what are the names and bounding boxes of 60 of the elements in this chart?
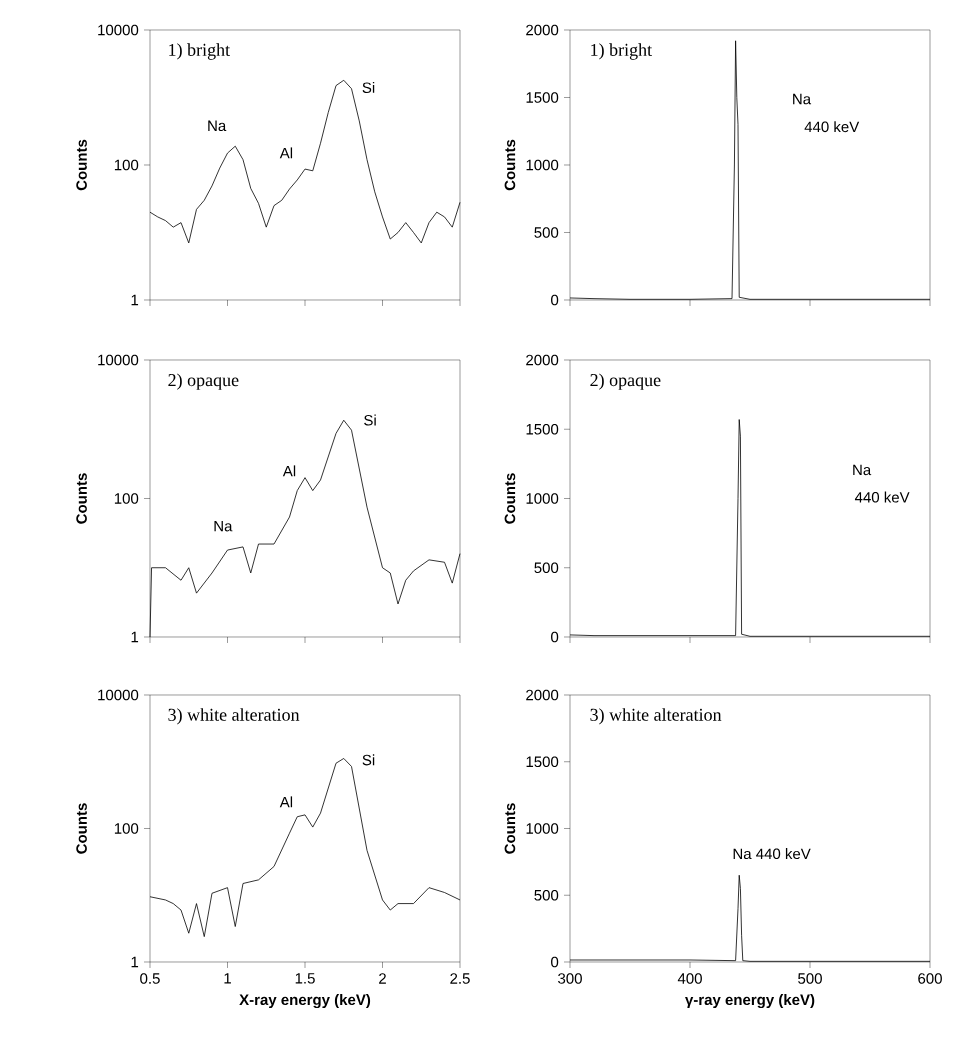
x-tick-label: 300 [558,973,582,984]
y-tick-label: 1500 [526,92,559,103]
annotation: Si [362,754,375,766]
annotation: Al [279,796,293,808]
y-tick-label: 100 [114,159,139,171]
y-tick-label: 2000 [526,24,559,36]
y-tick-label: 1000 [526,159,559,171]
y-tick-label: 10000 [98,354,139,366]
x-tick-label: 2 [379,973,386,984]
y-tick-label: 0 [551,631,559,643]
y-tick-label: 10000 [98,689,139,701]
y-axis-title: Counts [76,139,87,191]
annotation: Al [282,465,296,477]
annotation: Si [364,414,376,426]
y-tick-label: 2000 [526,354,559,366]
annotation: Na [793,93,812,105]
x-axis-title: X-ray energy (keV) [239,994,371,1009]
x-tick-label: 1 [224,973,231,984]
x-tick-label: 500 [798,973,822,984]
y-tick-label: 1 [131,631,139,643]
text: 3) white alteration [590,708,722,725]
y-tick-label: 1 [131,294,139,306]
y-tick-label: 2000 [526,689,559,701]
y-axis-title: Counts [76,473,87,524]
annotation: Al [279,147,293,159]
y-tick-label: 1500 [526,423,559,435]
y-tick-label: 0 [551,956,559,968]
y-axis-title: Counts [76,803,87,854]
y-tick-label: 1000 [526,493,559,504]
annotation: 440 keV [854,491,910,503]
x-tick-label: 400 [677,973,702,984]
annotation: Na 440 keV [733,848,811,860]
annotation: 440 keV [804,121,860,133]
y-tick-label: 1000 [526,823,559,834]
y-tick-label: 100 [114,493,139,504]
annotation: Si [362,81,375,93]
x-tick-label: 2.5 [450,973,470,984]
annotation: Na [853,464,872,476]
y-tick-label: 500 [534,227,559,238]
x-tick-label: 600 [918,973,942,984]
x-tick-label: 1.5 [295,973,315,984]
text: 1) bright [591,43,652,60]
y-axis-title: Counts [504,139,516,191]
y-tick-label: 1 [131,956,139,968]
y-axis-title: Counts [504,473,516,524]
y-tick-label: 0 [551,294,559,306]
y-tick-label: 500 [534,562,559,574]
annotation: Na [214,520,233,532]
text: 3) white alteration [168,708,300,725]
y-tick-label: 100 [114,823,139,834]
y-tick-label: 1500 [526,756,559,768]
annotation: Na [208,120,227,132]
y-axis-title: Counts [504,803,516,854]
text: 2) opaque [590,373,661,390]
text: 1) bright [169,43,230,60]
text: 2) opaque [168,373,239,390]
y-tick-label: 10000 [98,24,139,36]
y-tick-label: 500 [534,889,559,901]
x-tick-label: 0.5 [140,973,160,984]
x-axis-title: γ-ray energy (keV) [685,994,815,1009]
